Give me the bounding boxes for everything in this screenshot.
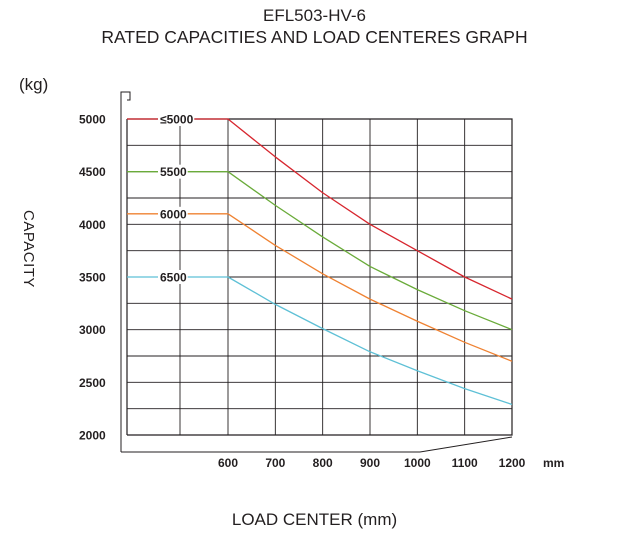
y-tick-label: 2500 [79,376,106,390]
series-label-bg [158,206,188,221]
series-label: 6000 [160,207,187,221]
bottom-axis-bracket [121,436,513,453]
y-tick-label: 4500 [79,165,106,179]
x-unit-label: mm [543,456,564,470]
series-label-bg [158,164,188,179]
x-tick-label: 1200 [499,456,526,470]
series-label: 5500 [160,165,187,179]
y-unit-label: (kg) [19,75,49,94]
series-line [127,213,513,362]
series-label-bg [158,270,188,284]
y-axis-label: CAPACITY [20,210,37,288]
y-tick-label: 5000 [79,113,106,127]
x-tick-label: 700 [265,456,285,470]
y-tick-label: 4000 [79,218,106,232]
chart-subtitle: RATED CAPACITIES AND LOAD CENTERES GRAPH [101,27,528,47]
x-tick-label: 1000 [404,456,431,470]
series-line [127,276,513,406]
tick-labels: 5000 4500 4000 3500 3000 2500 2000 600 700 800 900… [79,113,564,471]
y-tick-label: 3500 [79,271,106,285]
x-tick-label: 1100 [452,456,478,470]
series-lines: ≤5000 5500 6000 6500 [127,112,513,406]
series-label: ≤5000 [160,113,194,127]
x-tick-label: 900 [360,456,380,470]
y-tick-label: 2000 [79,429,106,443]
series-label-bg [158,112,195,126]
left-axis-bracket [120,91,131,452]
x-tick-label: 600 [218,456,238,470]
x-axis-label: LOAD CENTER (mm) [231,510,398,529]
y-tick-label: 3000 [79,323,106,337]
x-tick-label: 800 [313,456,333,470]
series-line [127,171,513,331]
series-line [127,118,513,300]
chart-title: EFL503-HV-6 [263,6,366,25]
series-label: 6500 [160,271,187,285]
